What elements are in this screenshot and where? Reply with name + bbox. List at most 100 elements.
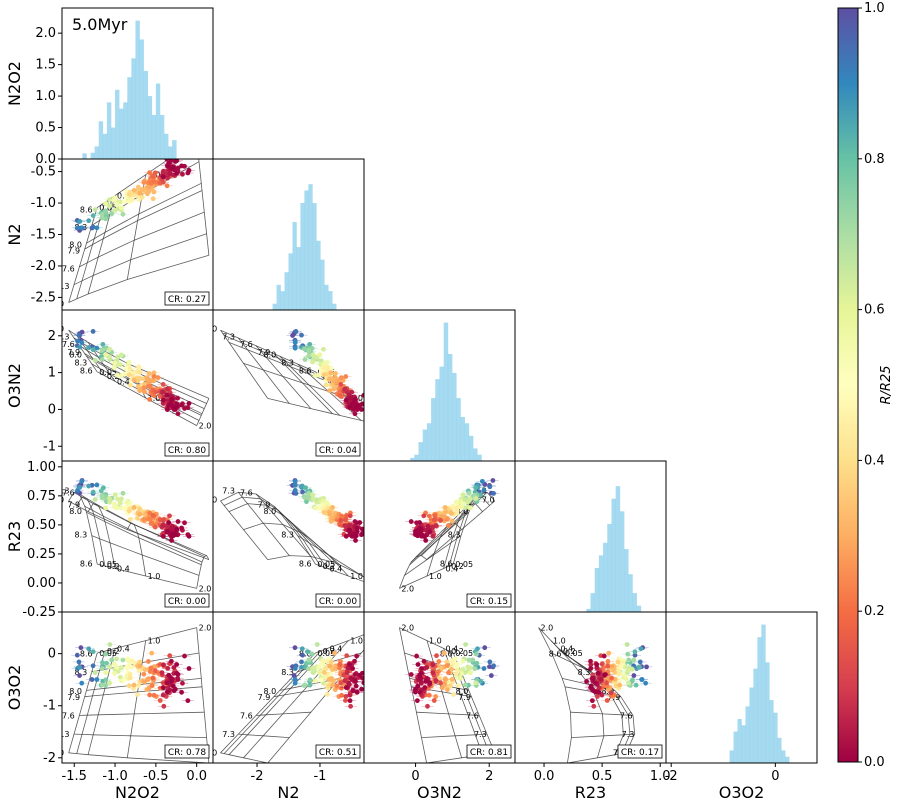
- histogram-bar: [94, 146, 100, 159]
- data-point: [454, 671, 459, 677]
- data-point: [347, 662, 353, 667]
- grid-ionization-label: 1.0: [350, 637, 363, 646]
- data-point: [160, 382, 166, 387]
- data-point: [126, 508, 132, 514]
- data-point: [164, 407, 170, 412]
- grid-metallicity-label: 7.3: [57, 332, 70, 341]
- data-point: [326, 683, 331, 689]
- data-point: [131, 682, 137, 688]
- data-point: [99, 357, 105, 362]
- data-point: [99, 666, 105, 672]
- data-point: [139, 187, 145, 192]
- histogram-bar: [131, 58, 136, 159]
- data-point: [320, 658, 326, 664]
- histogram-bar: [468, 435, 474, 461]
- y-tick-label: 1.5: [35, 58, 56, 73]
- data-point: [79, 340, 85, 346]
- data-point: [588, 666, 594, 671]
- data-point: [121, 199, 127, 205]
- cr-box: [164, 442, 210, 457]
- data-point: [137, 511, 143, 517]
- model-grid-ionization-line: [68, 329, 98, 373]
- grid-metallicity-label: 7.9: [258, 693, 271, 702]
- data-point: [419, 666, 424, 671]
- panel-o3n2-vs-o3n2: [363, 309, 516, 462]
- data-point: [167, 171, 173, 177]
- data-point: [427, 680, 433, 686]
- data-point: [337, 665, 342, 671]
- model-grid-ionization-line: [196, 555, 210, 589]
- data-point: [170, 404, 176, 410]
- data-point: [346, 680, 352, 686]
- grid-metallicity-label: 8.3: [75, 359, 88, 368]
- data-point: [175, 675, 181, 681]
- model-grid-ionization-line: [399, 555, 427, 589]
- model-grid-ionization-line: [228, 503, 328, 569]
- histogram-bar: [151, 114, 157, 159]
- data-point: [334, 380, 339, 386]
- data-point: [174, 527, 180, 533]
- data-point: [599, 661, 605, 667]
- histogram-bar: [769, 700, 774, 763]
- data-point: [310, 359, 315, 365]
- data-point: [131, 188, 137, 193]
- histogram-bar: [624, 549, 629, 612]
- y-tick-label: -2: [43, 751, 56, 766]
- model-grid-metallicity-line: [220, 752, 268, 763]
- grid-metallicity-label: 7.6: [620, 711, 633, 720]
- grid-metallicity-label: 8.0: [456, 687, 469, 696]
- data-point: [589, 698, 595, 704]
- histogram-bar: [426, 423, 432, 461]
- grid-metallicity-label: 8.3: [578, 668, 591, 677]
- data-point: [126, 359, 132, 365]
- data-point: [359, 532, 364, 538]
- data-point: [338, 685, 344, 691]
- histogram-bar: [414, 454, 419, 461]
- data-point: [155, 375, 161, 381]
- data-point: [94, 482, 100, 488]
- panel-r23-vs-o3n2: 7.07.37.67.98.08.38.60.050.20.41.02.0CR:…: [363, 460, 516, 613]
- grid-ionization-label: 2.0: [541, 624, 554, 633]
- data-point: [332, 650, 337, 656]
- data-point: [408, 672, 414, 677]
- data-point: [309, 651, 315, 657]
- grid-ionization-label: 0.2: [107, 372, 120, 381]
- data-point: [152, 668, 158, 673]
- data-point: [135, 378, 141, 384]
- data-point: [99, 347, 105, 353]
- panel-plot-area: [586, 486, 642, 612]
- data-point: [107, 346, 112, 352]
- histogram-bar: [288, 253, 293, 310]
- data-point: [86, 483, 92, 489]
- data-point: [107, 680, 112, 686]
- data-point: [338, 518, 344, 523]
- data-point: [609, 675, 615, 681]
- grid-metallicity-label: 8.6: [299, 560, 312, 569]
- data-point: [103, 677, 109, 683]
- panel-n2o2-vs-n2o2: 0.0 0.5 1.0 1.5 2.0 N2O2: [5, 7, 214, 167]
- grid-ionization-label: 0.2: [107, 647, 120, 656]
- data-point: [112, 365, 117, 371]
- data-point: [103, 505, 109, 511]
- data-point: [305, 649, 310, 655]
- data-point: [79, 680, 85, 686]
- histogram-bar: [280, 291, 285, 310]
- data-point: [77, 673, 82, 678]
- colorbar: [837, 7, 859, 763]
- data-point: [343, 533, 349, 539]
- grid-metallicity-label: 8.6: [440, 560, 453, 569]
- model-grid-ionization-line: [443, 503, 483, 569]
- colorbar-tick-label: 0.6: [864, 303, 885, 318]
- data-point: [447, 683, 453, 689]
- histogram-bar: [90, 152, 95, 159]
- data-point: [127, 516, 133, 522]
- y-tick-label: 0.0: [35, 152, 56, 167]
- data-point: [165, 386, 170, 392]
- grid-metallicity-label: 8.0: [69, 351, 82, 360]
- data-point: [120, 211, 126, 217]
- data-point: [149, 683, 155, 688]
- grid-ionization-label: 2.0: [199, 584, 212, 593]
- data-point: [347, 527, 353, 533]
- data-point: [462, 497, 468, 502]
- cr-value: CR: 0.81: [470, 748, 508, 758]
